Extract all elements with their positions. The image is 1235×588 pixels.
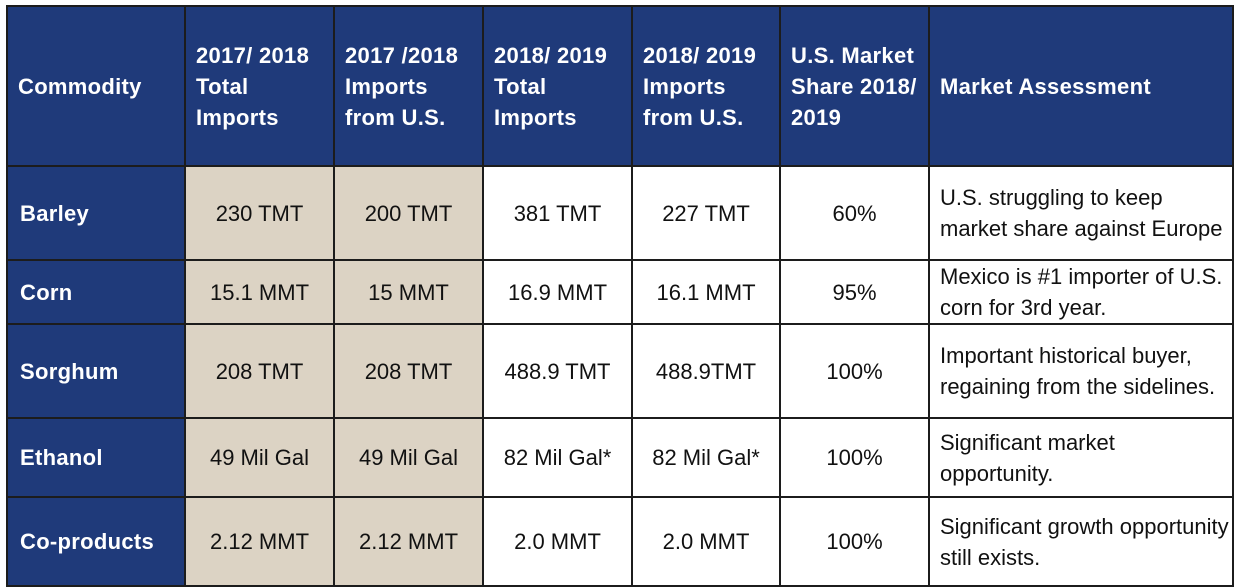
commodity-cell: Sorghum (6, 323, 186, 419)
total-imports-1718-cell: 208 TMT (184, 323, 335, 419)
commodity-cell: Barley (6, 165, 186, 261)
us-imports-1718-cell: 208 TMT (333, 323, 484, 419)
header-us-imports-1819: 2018/ 2019 Imports from U.S. (631, 5, 781, 167)
us-imports-1819-cell: 227 TMT (631, 165, 781, 261)
total-imports-1819-cell: 16.9 MMT (482, 259, 633, 325)
total-imports-1819-cell: 381 TMT (482, 165, 633, 261)
market-assessment-cell: Important historical buyer, regaining fr… (928, 323, 1234, 419)
header-row: Commodity 2017/ 2018 Total Imports 2017 … (6, 5, 1234, 167)
market-share-cell: 100% (779, 496, 930, 587)
us-imports-1819-cell: 2.0 MMT (631, 496, 781, 587)
us-imports-1819-cell: 488.9TMT (631, 323, 781, 419)
total-imports-1718-cell: 49 Mil Gal (184, 417, 335, 498)
imports-table-container: Commodity 2017/ 2018 Total Imports 2017 … (6, 5, 1234, 587)
us-imports-1718-cell: 15 MMT (333, 259, 484, 325)
total-imports-1819-cell: 82 Mil Gal* (482, 417, 633, 498)
header-us-imports-1718: 2017 /2018 Imports from U.S. (333, 5, 484, 167)
table-row: Barley 230 TMT 200 TMT 381 TMT 227 TMT 6… (6, 165, 1234, 261)
header-commodity: Commodity (6, 5, 186, 167)
header-market-assessment: Market Assessment (928, 5, 1234, 167)
total-imports-1819-cell: 488.9 TMT (482, 323, 633, 419)
commodity-cell: Corn (6, 259, 186, 325)
market-assessment-cell: U.S. struggling to keep market share aga… (928, 165, 1234, 261)
us-imports-1718-cell: 200 TMT (333, 165, 484, 261)
table-row: Co-products 2.12 MMT 2.12 MMT 2.0 MMT 2.… (6, 496, 1234, 587)
us-imports-1718-cell: 2.12 MMT (333, 496, 484, 587)
commodity-cell: Co-products (6, 496, 186, 587)
total-imports-1718-cell: 230 TMT (184, 165, 335, 261)
market-assessment-cell: Significant growth opportunity still exi… (928, 496, 1234, 587)
us-imports-1819-cell: 16.1 MMT (631, 259, 781, 325)
market-share-cell: 100% (779, 417, 930, 498)
total-imports-1718-cell: 15.1 MMT (184, 259, 335, 325)
market-share-cell: 100% (779, 323, 930, 419)
header-total-imports-1718: 2017/ 2018 Total Imports (184, 5, 335, 167)
imports-table: Commodity 2017/ 2018 Total Imports 2017 … (6, 5, 1234, 587)
us-imports-1819-cell: 82 Mil Gal* (631, 417, 781, 498)
commodity-cell: Ethanol (6, 417, 186, 498)
header-us-market-share: U.S. Market Share 2018/ 2019 (779, 5, 930, 167)
table-row: Ethanol 49 Mil Gal 49 Mil Gal 82 Mil Gal… (6, 417, 1234, 498)
market-assessment-cell: Significant market opportunity. (928, 417, 1234, 498)
market-share-cell: 60% (779, 165, 930, 261)
market-share-cell: 95% (779, 259, 930, 325)
total-imports-1718-cell: 2.12 MMT (184, 496, 335, 587)
header-total-imports-1819: 2018/ 2019 Total Imports (482, 5, 633, 167)
market-assessment-cell: Mexico is #1 importer of U.S. corn for 3… (928, 259, 1234, 325)
us-imports-1718-cell: 49 Mil Gal (333, 417, 484, 498)
table-row: Sorghum 208 TMT 208 TMT 488.9 TMT 488.9T… (6, 323, 1234, 419)
table-row: Corn 15.1 MMT 15 MMT 16.9 MMT 16.1 MMT 9… (6, 259, 1234, 325)
total-imports-1819-cell: 2.0 MMT (482, 496, 633, 587)
